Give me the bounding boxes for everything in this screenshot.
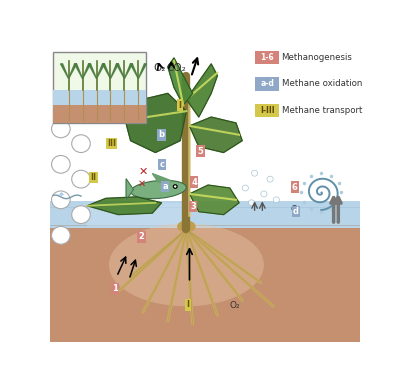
Text: c: c [160, 160, 165, 169]
Polygon shape [138, 64, 146, 79]
Text: O₂: O₂ [154, 63, 166, 73]
Polygon shape [186, 64, 218, 117]
Polygon shape [102, 64, 110, 79]
Text: 3: 3 [190, 202, 196, 211]
Text: O₂: O₂ [290, 205, 301, 214]
Circle shape [174, 185, 176, 188]
Circle shape [252, 170, 258, 176]
Text: Methanogenesis: Methanogenesis [282, 53, 352, 62]
Text: ✦: ✦ [57, 190, 64, 199]
Circle shape [52, 120, 70, 138]
Text: Methane oxidation: Methane oxidation [282, 79, 362, 88]
Polygon shape [124, 93, 186, 152]
Circle shape [248, 200, 254, 206]
Text: III: III [107, 139, 116, 148]
Text: I: I [179, 101, 182, 110]
Text: ✕: ✕ [138, 167, 148, 177]
Text: 5: 5 [198, 147, 203, 156]
Text: ✕: ✕ [137, 179, 146, 189]
Bar [53, 105, 146, 123]
Circle shape [72, 170, 90, 188]
Circle shape [52, 191, 70, 209]
Polygon shape [190, 185, 239, 215]
Circle shape [261, 191, 267, 197]
Polygon shape [82, 64, 91, 79]
Bar [53, 91, 146, 105]
Text: a: a [162, 182, 168, 191]
Polygon shape [88, 64, 96, 79]
Circle shape [242, 185, 248, 191]
Ellipse shape [177, 220, 196, 232]
FancyBboxPatch shape [255, 51, 279, 64]
Bar [50, 219, 360, 342]
Text: b: b [158, 130, 165, 139]
FancyBboxPatch shape [255, 77, 279, 91]
Bar [50, 201, 360, 228]
Text: 2: 2 [138, 232, 144, 241]
Text: II: II [90, 173, 96, 182]
Polygon shape [190, 117, 242, 152]
Polygon shape [69, 64, 77, 79]
Circle shape [72, 206, 90, 223]
Text: d: d [293, 207, 299, 216]
Polygon shape [96, 64, 104, 79]
Ellipse shape [131, 180, 186, 199]
Polygon shape [124, 64, 132, 79]
Text: I: I [186, 300, 190, 309]
Polygon shape [126, 179, 133, 200]
Text: CO₂: CO₂ [166, 63, 186, 73]
Polygon shape [74, 64, 82, 79]
Polygon shape [152, 174, 171, 182]
Polygon shape [87, 197, 162, 215]
Polygon shape [168, 58, 193, 105]
Circle shape [72, 135, 90, 152]
Bar [53, 52, 146, 123]
Text: 1-6: 1-6 [260, 53, 274, 62]
Polygon shape [110, 64, 118, 79]
Ellipse shape [109, 223, 264, 306]
Polygon shape [116, 64, 124, 79]
Text: I-III: I-III [260, 106, 275, 115]
Circle shape [273, 197, 279, 203]
Text: O₂: O₂ [230, 301, 240, 310]
Polygon shape [130, 64, 138, 79]
Circle shape [52, 156, 70, 173]
Text: 1: 1 [112, 284, 118, 293]
Text: a-d: a-d [260, 79, 274, 88]
Text: 4: 4 [191, 177, 197, 187]
Text: Methane transport: Methane transport [282, 106, 362, 115]
Bar [87, 203, 186, 227]
FancyBboxPatch shape [255, 104, 279, 118]
Circle shape [52, 227, 70, 244]
Circle shape [173, 184, 178, 189]
Polygon shape [60, 64, 69, 79]
Circle shape [267, 176, 273, 182]
Text: 6: 6 [292, 183, 298, 192]
